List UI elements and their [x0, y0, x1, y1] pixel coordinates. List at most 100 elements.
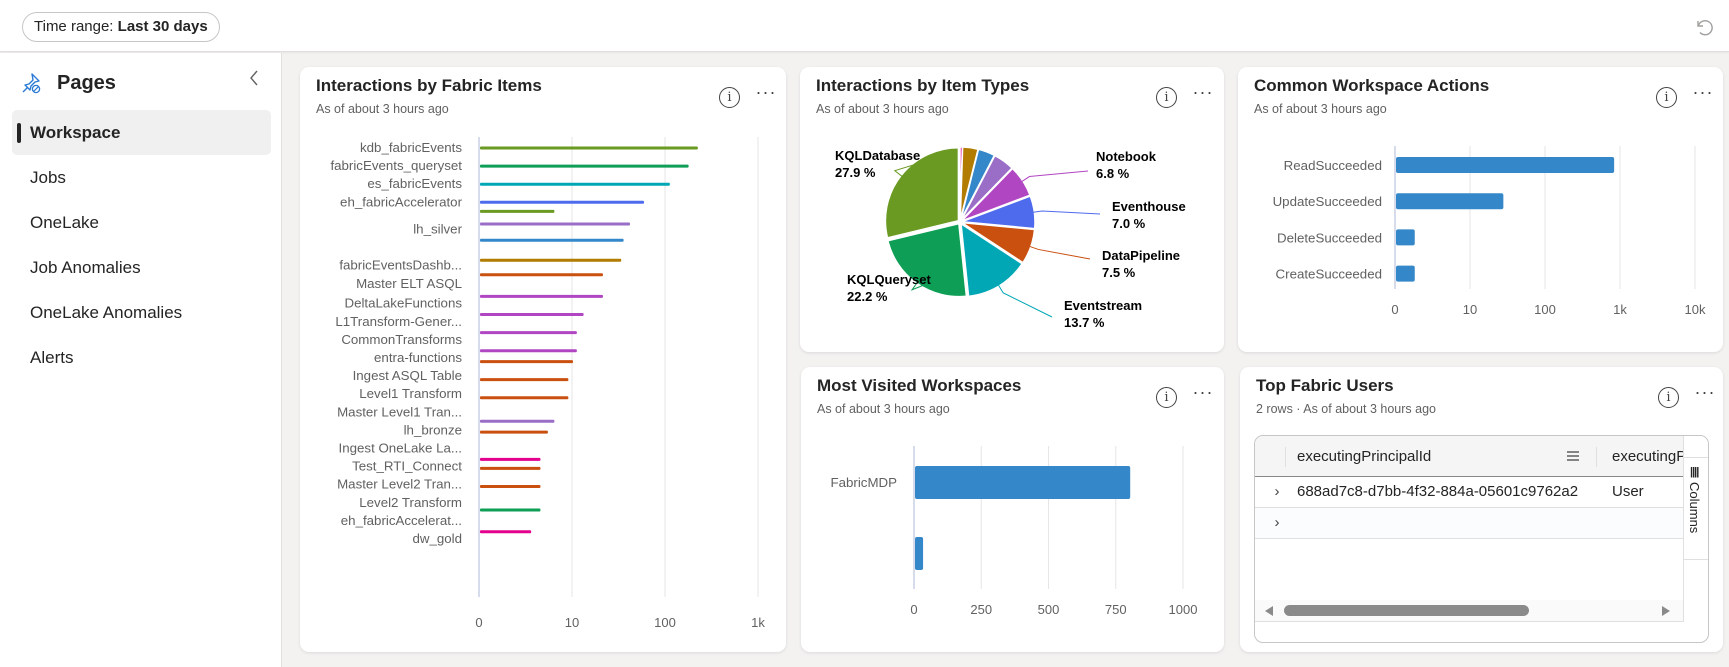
- undo-icon[interactable]: [1693, 16, 1715, 38]
- table-row[interactable]: ›: [1255, 508, 1683, 539]
- bar: [480, 238, 624, 242]
- card-title: Most Visited Workspaces: [817, 376, 1022, 395]
- info-icon[interactable]: i: [1156, 87, 1177, 108]
- columns-panel-toggle[interactable]: |||| Columns: [1684, 457, 1708, 560]
- x-tick-label: 1k: [1613, 302, 1627, 317]
- bar: [915, 466, 1131, 499]
- table-header: executingPrincipalId executingP: [1255, 436, 1687, 477]
- column-separator: [1285, 447, 1286, 467]
- leader-line: [995, 280, 1053, 318]
- sidebar-title: Pages: [57, 71, 116, 94]
- more-options-icon[interactable]: ···: [1694, 382, 1716, 402]
- category-label: entra-functions: [374, 350, 462, 365]
- more-options-icon[interactable]: ···: [1692, 82, 1714, 102]
- category-label: Test_RTI_Connect: [352, 459, 462, 474]
- info-icon[interactable]: i: [1656, 87, 1677, 108]
- category-label: dw_gold: [412, 531, 462, 546]
- card-title: Interactions by Item Types: [816, 76, 1030, 95]
- x-tick-label: 0: [910, 602, 917, 617]
- category-label: Ingest ASQL Table: [353, 368, 462, 383]
- fabric-items-bar-chart: 0 10 100 1k kdb_fabricEvents fabricEvents_que…: [330, 137, 765, 630]
- nav-item-label: Workspace: [30, 123, 121, 142]
- nav-item-onelake-anomalies[interactable]: OneLake Anomalies: [12, 290, 271, 335]
- nav-item-label: Alerts: [30, 348, 74, 367]
- slice-label: Notebook: [1096, 149, 1157, 164]
- workspace-actions-card: Common Workspace Actions As of about 3 h…: [1238, 67, 1723, 352]
- category-label: lh_bronze: [404, 422, 462, 437]
- category-label: Master Level2 Tran...: [337, 477, 462, 492]
- bar: [480, 146, 698, 150]
- card-subtitle: As of about 3 hours ago: [1254, 102, 1387, 116]
- bar: [480, 378, 569, 382]
- collapse-sidebar-button[interactable]: [244, 67, 264, 95]
- category-label: L1Transform-Gener...: [335, 314, 462, 329]
- x-tick-label: 1k: [751, 615, 765, 630]
- bar: [480, 466, 541, 470]
- slice-value: 27.9 %: [835, 165, 876, 180]
- more-options-icon[interactable]: ···: [1192, 382, 1214, 402]
- category-label: es_fabricEvents: [367, 176, 462, 191]
- nav-item-jobs[interactable]: Jobs: [12, 155, 271, 200]
- nav-item-alerts[interactable]: Alerts: [12, 335, 271, 380]
- x-tick-label: 100: [1534, 302, 1556, 317]
- bar: [480, 209, 555, 213]
- column-header-principal-type[interactable]: executingP: [1612, 448, 1687, 465]
- column-header-principal-id[interactable]: executingPrincipalId: [1297, 448, 1432, 465]
- bar: [480, 360, 573, 364]
- bar: [915, 537, 924, 570]
- expand-row-icon[interactable]: ›: [1274, 514, 1280, 531]
- bar: [480, 396, 569, 400]
- leader-line: [1024, 244, 1091, 260]
- bar: [1396, 265, 1415, 282]
- category-label: CreateSucceeded: [1276, 267, 1382, 282]
- category-label: DeleteSucceeded: [1277, 230, 1382, 245]
- category-label: eh_fabricAccelerat...: [341, 513, 462, 528]
- slice-value: 22.2 %: [847, 289, 888, 304]
- item-types-pie-chart: Notebook 6.8 % Eventhouse 7.0 % DataPipeline…: [835, 146, 1186, 330]
- nav-item-job-anomalies[interactable]: Job Anomalies: [12, 245, 271, 290]
- nav-item-workspace[interactable]: Workspace: [12, 110, 271, 155]
- scroll-left-arrow-icon[interactable]: [1265, 606, 1273, 616]
- cell-principal-id: 688ad7c8-d7bb-4f32-884a-05601c9762a2: [1297, 483, 1579, 500]
- users-table: executingPrincipalId executingP › 688ad7…: [1254, 435, 1709, 643]
- item-types-card: Interactions by Item Types As of about 3…: [800, 67, 1224, 352]
- pages-sidebar: Pages Workspace Jobs OneLake Job Anomali…: [0, 53, 282, 667]
- category-label: eh_fabricAccelerator: [340, 194, 463, 209]
- info-icon[interactable]: i: [1156, 387, 1177, 408]
- expand-row-icon[interactable]: ›: [1274, 483, 1280, 500]
- card-subtitle: 2 rows · As of about 3 hours ago: [1256, 402, 1436, 416]
- card-title: Top Fabric Users: [1256, 376, 1394, 395]
- bar: [480, 430, 548, 434]
- leader-line: [893, 161, 924, 180]
- time-range-button[interactable]: Time range: Last 30 days: [22, 12, 220, 42]
- category-label: Level1 Transform: [359, 386, 462, 401]
- column-separator: [1596, 447, 1597, 467]
- category-label: Master ELT ASQL: [356, 276, 462, 291]
- more-options-icon[interactable]: ···: [1192, 82, 1214, 102]
- category-label: Level2 Transform: [359, 495, 462, 510]
- scrollbar-thumb[interactable]: [1284, 605, 1529, 616]
- column-menu-icon[interactable]: [1566, 449, 1580, 463]
- bar: [480, 182, 670, 186]
- more-options-icon[interactable]: ···: [755, 82, 777, 102]
- category-label: ReadSucceeded: [1284, 158, 1382, 173]
- slice-value: 13.7 %: [1064, 315, 1105, 330]
- bar: [1396, 193, 1504, 210]
- horizontal-scrollbar[interactable]: [1255, 600, 1683, 622]
- x-tick-label: 0: [1391, 302, 1398, 317]
- info-icon[interactable]: i: [1658, 387, 1679, 408]
- bar: [480, 273, 603, 277]
- cell-principal-type: User: [1612, 483, 1644, 500]
- category-label: UpdateSucceeded: [1273, 194, 1382, 209]
- slice-value: 6.8 %: [1096, 166, 1130, 181]
- columns-label: Columns: [1687, 482, 1702, 534]
- card-subtitle: As of about 3 hours ago: [816, 102, 949, 116]
- time-range-value: Last 30 days: [117, 18, 208, 35]
- slice-label: DataPipeline: [1102, 248, 1180, 263]
- info-icon[interactable]: i: [719, 87, 740, 108]
- scroll-right-arrow-icon[interactable]: [1662, 606, 1670, 616]
- nav-item-label: OneLake Anomalies: [30, 303, 183, 322]
- workspace-actions-bar-chart: 0 10 100 1k 10k ReadSucceeded UpdateSucceeded D…: [1273, 146, 1706, 317]
- table-row[interactable]: › 688ad7c8-d7bb-4f32-884a-05601c9762a2 U…: [1255, 477, 1683, 508]
- nav-item-onelake[interactable]: OneLake: [12, 200, 271, 245]
